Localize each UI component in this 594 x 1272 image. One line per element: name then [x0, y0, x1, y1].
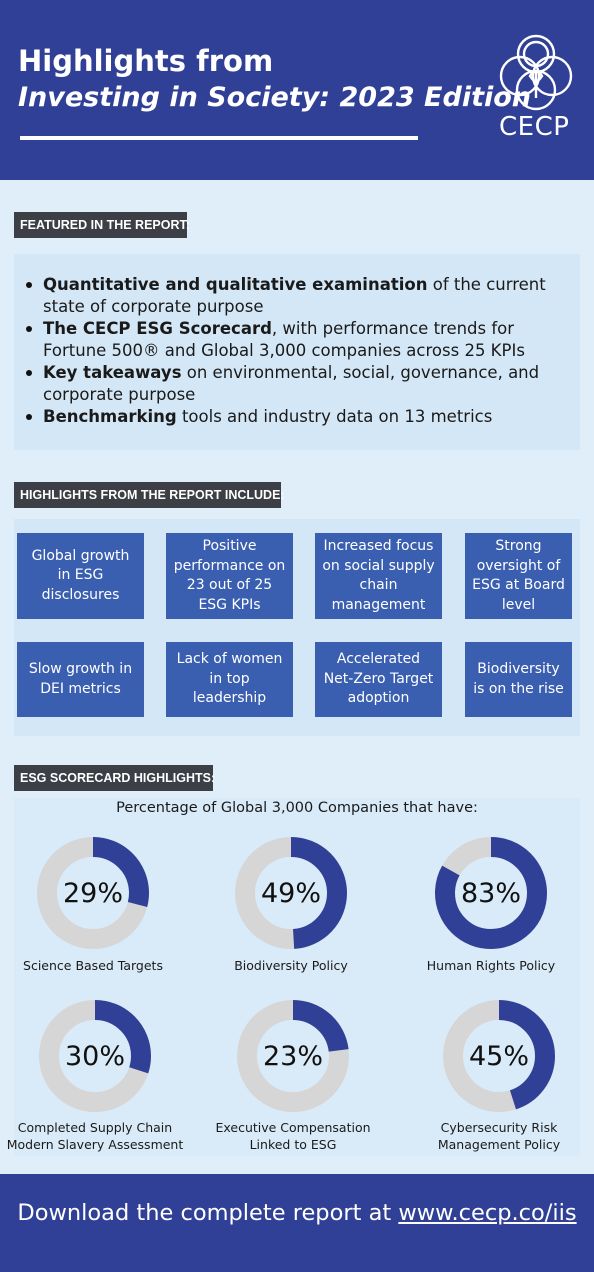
title-divider: [20, 136, 418, 140]
bullet-bold: Benchmarking: [43, 407, 177, 426]
bullet-item: The CECP ESG Scorecard, with performance…: [22, 318, 582, 362]
donut-label: Human Rights Policy: [396, 957, 586, 974]
bullet-text: , with performance trends for Fortune 50…: [43, 319, 525, 360]
scorecard-subtitle: Percentage of Global 3,000 Companies tha…: [116, 800, 478, 816]
header-banner: [0, 0, 594, 180]
footer-text: Download the complete report at: [17, 1200, 399, 1226]
donut-label: Executive Compensation Linked to ESG: [198, 1119, 388, 1153]
page-title-line2: Investing in Society: 2023 Edition: [18, 82, 532, 113]
donut-svg: [39, 1000, 151, 1112]
highlight-box: Biodiversity is on the rise: [465, 642, 572, 717]
donut-percent: 23%: [262, 1040, 323, 1072]
bullet-item: Quantitative and qualitative examination…: [22, 274, 582, 318]
highlight-box: Lack of women in top leadership: [166, 642, 293, 717]
donut-chart: 30%: [37, 998, 153, 1114]
donut-value-arc: [235, 837, 347, 949]
donut-percent: 29%: [62, 877, 123, 909]
donut-percent: 30%: [64, 1040, 125, 1072]
donut-label-line: Modern Slavery Assessment: [6, 1137, 184, 1152]
logo-text: CECP: [499, 112, 570, 142]
donut-chart: 45%: [441, 998, 557, 1114]
donut-chart: 23%: [235, 998, 351, 1114]
bullet-item: Key takeaways on environmental, social, …: [22, 362, 582, 406]
featured-bullet-list: Quantitative and qualitative examination…: [22, 274, 582, 428]
donut-label: Completed Supply Chain Modern Slavery Ass…: [0, 1119, 190, 1153]
donut-label-line: Management Policy: [437, 1137, 561, 1152]
footer-cta: Download the complete report at www.cecp…: [0, 1200, 594, 1226]
donut-svg: [237, 1000, 349, 1112]
donut-label-line: Biodiversity Policy: [234, 958, 348, 973]
donut-value-arc: [443, 1000, 555, 1112]
donut-svg: [443, 1000, 555, 1112]
donut-label-line: Science Based Targets: [23, 958, 163, 973]
donut-chart: 83%: [433, 835, 549, 951]
bullet-text: of the current state of corporate purpos…: [43, 275, 546, 316]
donut-label-line: Human Rights Policy: [426, 958, 556, 973]
scorecard-section-label: ESG SCORECARD HIGHLIGHTS:: [14, 765, 215, 791]
highlight-box: Slow growth in DEI metrics: [17, 642, 144, 717]
bullet-bold: The CECP ESG Scorecard: [43, 319, 272, 338]
highlight-box: Increased focus on social supply chain m…: [315, 533, 442, 619]
donut-percent: 83%: [460, 877, 521, 909]
bullet-text: tools and industry data on 13 metrics: [176, 407, 493, 426]
donut-label-line: Linked to ESG: [249, 1137, 337, 1152]
donut-percent: 49%: [260, 877, 321, 909]
bullet-item: Benchmarking tools and industry data on …: [22, 406, 582, 428]
bullet-bold: Key takeaways: [43, 363, 182, 382]
donut-value-arc: [39, 1000, 151, 1112]
highlights-section-label: HIGHLIGHTS FROM THE REPORT INCLUDE:: [14, 482, 285, 508]
highlight-box: Accelerated Net-Zero Target adoption: [315, 642, 442, 717]
bullet-text: on environmental, social, governance, an…: [43, 363, 540, 404]
donut-value-arc: [37, 837, 149, 949]
donut-label-line: Executive Compensation: [215, 1120, 371, 1135]
donut-value-arc: [237, 1000, 349, 1112]
donut-chart: 49%: [233, 835, 349, 951]
highlight-box: Global growth in ESG disclosures: [17, 533, 144, 619]
cecp-logo-icon: [499, 34, 573, 111]
highlight-box: Positive performance on 23 out of 25 ESG…: [166, 533, 293, 619]
donut-svg: [235, 837, 347, 949]
donut-chart: 29%: [35, 835, 151, 951]
featured-panel: [14, 254, 580, 450]
donut-label-line: Completed Supply Chain: [17, 1120, 173, 1135]
donut-value-arc: [435, 837, 547, 949]
donut-percent: 45%: [468, 1040, 529, 1072]
report-link[interactable]: www.cecp.co/iis: [398, 1200, 577, 1226]
footer-banner: [0, 1174, 594, 1272]
featured-section-label: FEATURED IN THE REPORT:: [14, 212, 190, 238]
highlight-box: Strong oversight of ESG at Board level: [465, 533, 572, 619]
donut-label: Cybersecurity Risk Management Policy: [404, 1119, 594, 1153]
donut-label: Science Based Targets: [0, 957, 188, 974]
donut-svg: [37, 837, 149, 949]
bullet-bold: Quantitative and qualitative examination: [43, 275, 428, 294]
page-title-line1: Highlights from: [18, 44, 274, 78]
donut-label-line: Cybersecurity Risk: [440, 1120, 558, 1135]
donut-svg: [435, 837, 547, 949]
donut-label: Biodiversity Policy: [196, 957, 386, 974]
